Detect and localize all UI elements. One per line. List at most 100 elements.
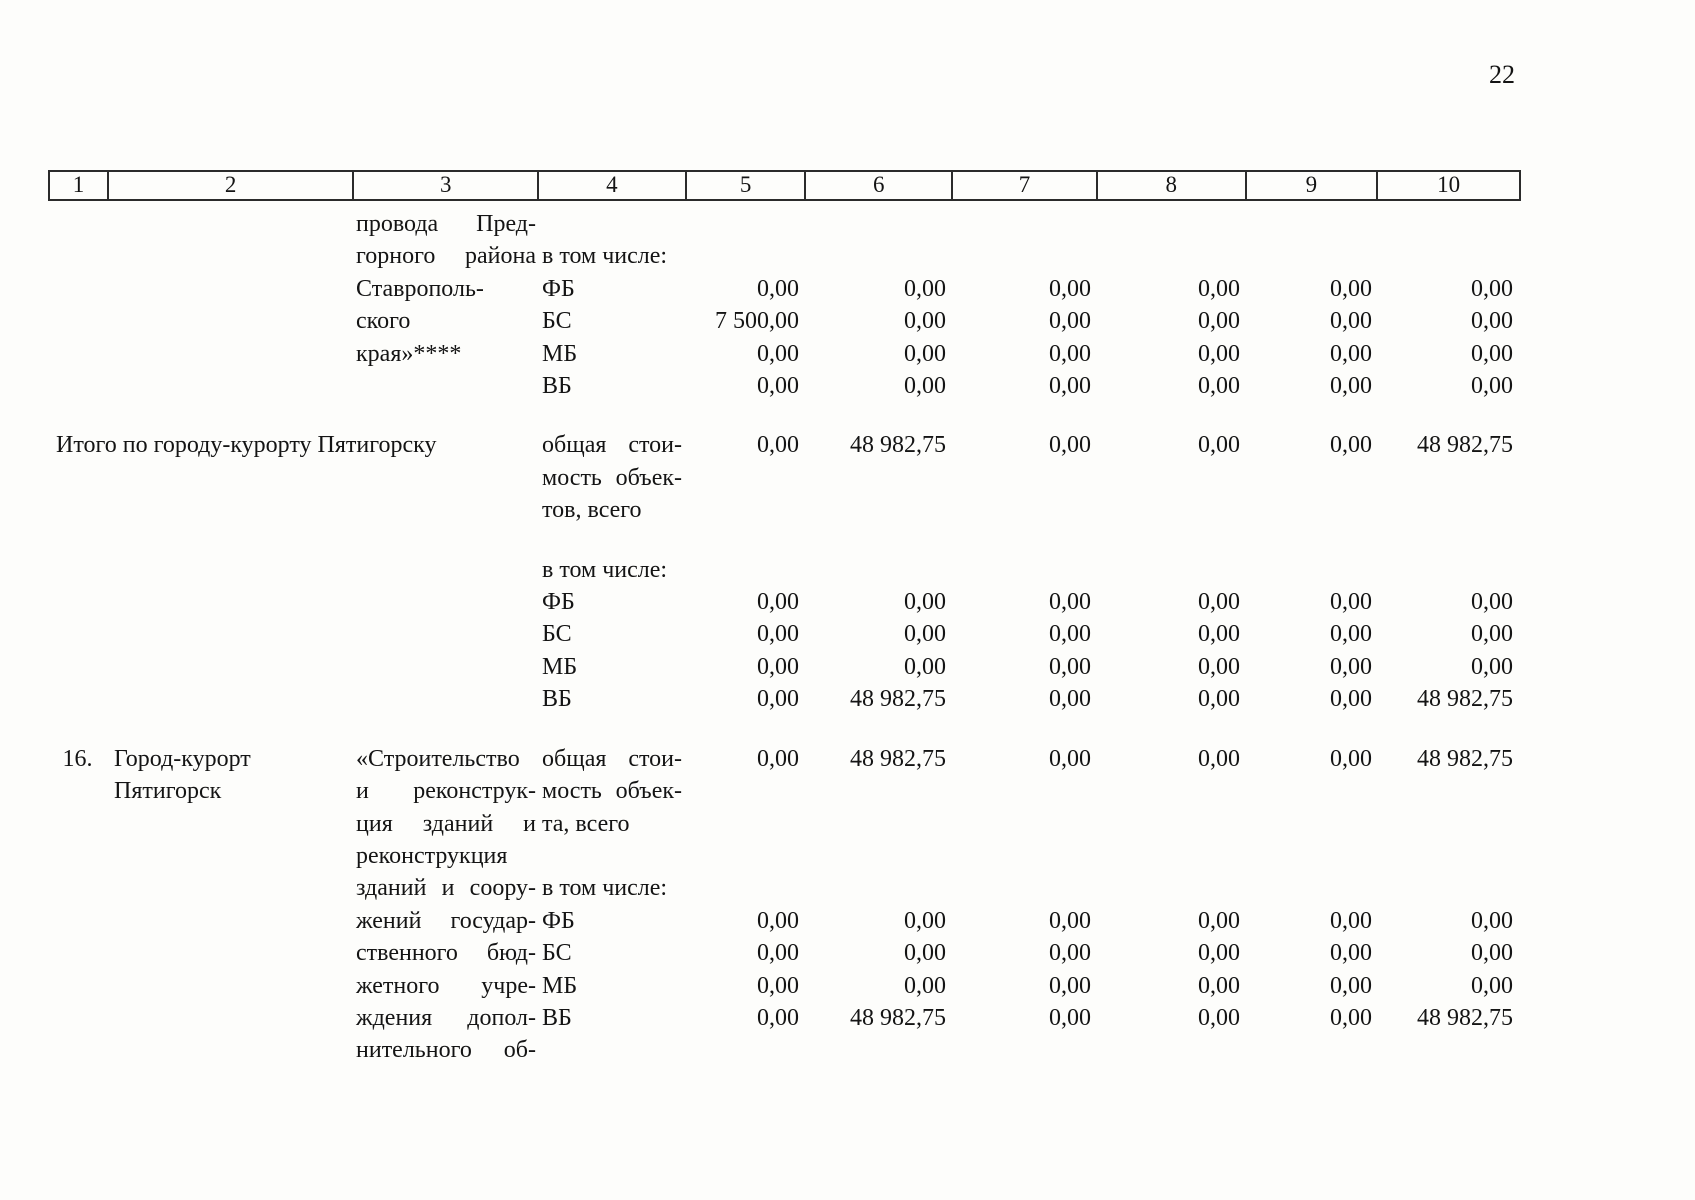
table-cell-empty <box>107 462 353 494</box>
table-cell-empty <box>107 208 353 240</box>
table-cell: 0,00 <box>757 686 799 713</box>
table-cell: 0,00 <box>1471 653 1513 680</box>
table-row: МБ 0,00 0,00 0,00 0,00 0,00 0,00 <box>48 651 1521 683</box>
table-cell: 0,00 <box>1049 972 1091 999</box>
table-cell: 0,00 <box>757 1004 799 1031</box>
table-cell: 0,00 <box>757 972 799 999</box>
table-cell: мость объек- <box>542 778 682 805</box>
table-cell-empty <box>107 683 353 715</box>
table-row: нительного об- <box>48 1034 1521 1066</box>
table-cell: 48 982,75 <box>850 745 946 772</box>
table-row: ция зданий и та, всего <box>48 808 1521 840</box>
table-cell: 0,00 <box>1049 275 1091 302</box>
table-row: тов, всего <box>48 494 1521 526</box>
table-cell-empty <box>107 370 353 402</box>
table-cell-empty <box>107 273 353 305</box>
table-row: края»**** МБ 0,00 0,00 0,00 0,00 0,00 0,00 <box>48 338 1521 370</box>
table-cell: 0,00 <box>904 275 946 302</box>
table-cell: 0,00 <box>1049 1004 1091 1031</box>
table-row: ственного бюд- БС 0,00 0,00 0,00 0,00 0,00 0,00 <box>48 937 1521 969</box>
table-cell: 0,00 <box>1330 972 1372 999</box>
table-cell: 0,00 <box>904 340 946 367</box>
table-cell: 0,00 <box>1330 1004 1372 1031</box>
header-col-1: 1 <box>50 172 109 199</box>
spacer-row <box>48 716 1521 743</box>
table-cell: 0,00 <box>1471 589 1513 616</box>
table-cell: 0,00 <box>1198 589 1240 616</box>
spacer-row <box>48 527 1521 554</box>
table-cell: 0,00 <box>1198 621 1240 648</box>
table-cell-empty <box>107 586 353 618</box>
table-cell: 0,00 <box>1049 432 1091 459</box>
financing-table: 1 2 3 4 5 6 7 8 9 10 провода Пред-горного района в… <box>48 170 1521 1067</box>
table-cell-empty <box>107 970 353 1002</box>
table-cell: 0,00 <box>1198 940 1240 967</box>
table-cell: нительного об- <box>356 1037 536 1064</box>
table-cell: 0,00 <box>1330 275 1372 302</box>
table-cell: 0,00 <box>904 621 946 648</box>
header-col-8: 8 <box>1098 172 1247 199</box>
table-cell-empty <box>48 905 107 937</box>
table-row: ФБ 0,00 0,00 0,00 0,00 0,00 0,00 <box>48 586 1521 618</box>
spacer-row <box>48 402 1521 429</box>
table-cell-empty <box>48 937 107 969</box>
table-cell: горного района <box>356 243 536 270</box>
table-cell: 48 982,75 <box>1417 1004 1513 1031</box>
table-cell: 0,00 <box>1330 940 1372 967</box>
table-cell: в том числе: <box>542 243 668 270</box>
table-cell-empty <box>48 1034 107 1066</box>
header-col-9: 9 <box>1247 172 1379 199</box>
table-cell: ждения допол- <box>356 1004 536 1031</box>
table-cell: 0,00 <box>1198 972 1240 999</box>
table-cell-empty <box>107 240 353 272</box>
table-row: в том числе: <box>48 554 1521 586</box>
table-cell: 0,00 <box>757 373 799 400</box>
table-cell: 0,00 <box>1330 653 1372 680</box>
table-cell: 0,00 <box>1330 432 1372 459</box>
table-cell: 0,00 <box>1471 940 1513 967</box>
table-cell: 0,00 <box>1049 589 1091 616</box>
table-row: мость объек- <box>48 462 1521 494</box>
table-cell-empty <box>48 775 107 807</box>
table-cell: 0,00 <box>1049 745 1091 772</box>
table-cell: 0,00 <box>1198 432 1240 459</box>
table-row: ского БС 7 500,00 0,00 0,00 0,00 0,00 0,00 <box>48 305 1521 337</box>
table-cell: 0,00 <box>757 940 799 967</box>
table-cell-empty <box>107 872 353 904</box>
table-cell: 0,00 <box>1330 907 1372 934</box>
table-cell-empty <box>353 494 538 526</box>
table-cell: 0,00 <box>1198 653 1240 680</box>
table-cell-empty <box>107 1002 353 1034</box>
table-row: ВБ 0,00 48 982,75 0,00 0,00 0,00 48 982,75 <box>48 683 1521 715</box>
table-cell: ФБ <box>542 907 575 934</box>
table-cell: Город-курорт <box>114 745 251 772</box>
table-cell: ственного бюд- <box>356 940 536 967</box>
table-cell-empty <box>48 840 107 872</box>
table-cell: 0,00 <box>1198 686 1240 713</box>
table-cell: провода Пред- <box>356 211 536 237</box>
table-cell: 0,00 <box>1330 686 1372 713</box>
table-cell-empty <box>107 305 353 337</box>
table-cell-empty <box>48 494 107 526</box>
table-cell: 0,00 <box>1471 373 1513 400</box>
table-cell: ВБ <box>542 1004 572 1031</box>
table-cell-empty <box>48 970 107 1002</box>
table-cell: 0,00 <box>757 432 799 459</box>
table-cell-empty <box>48 683 107 715</box>
table-cell: 0,00 <box>1330 340 1372 367</box>
table-cell-empty <box>48 586 107 618</box>
table-cell: 0,00 <box>904 308 946 335</box>
table-row: Пятигорск и реконструк-мость объек- <box>48 775 1521 807</box>
table-row: провода Пред- <box>48 208 1521 240</box>
table-row: реконструкция <box>48 840 1521 872</box>
table-cell: 0,00 <box>1049 653 1091 680</box>
table-cell-empty <box>107 840 353 872</box>
table-cell: 0,00 <box>1198 275 1240 302</box>
table-cell: 48 982,75 <box>1417 432 1513 459</box>
table-cell-empty <box>107 338 353 370</box>
table-cell: 48 982,75 <box>850 432 946 459</box>
table-cell: 0,00 <box>1330 621 1372 648</box>
table-cell: 0,00 <box>1471 340 1513 367</box>
table-cell-empty <box>353 683 538 715</box>
